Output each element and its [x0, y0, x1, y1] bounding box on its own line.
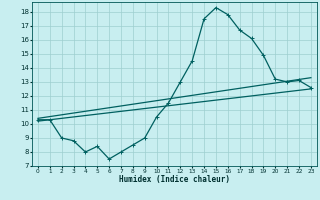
- X-axis label: Humidex (Indice chaleur): Humidex (Indice chaleur): [119, 175, 230, 184]
